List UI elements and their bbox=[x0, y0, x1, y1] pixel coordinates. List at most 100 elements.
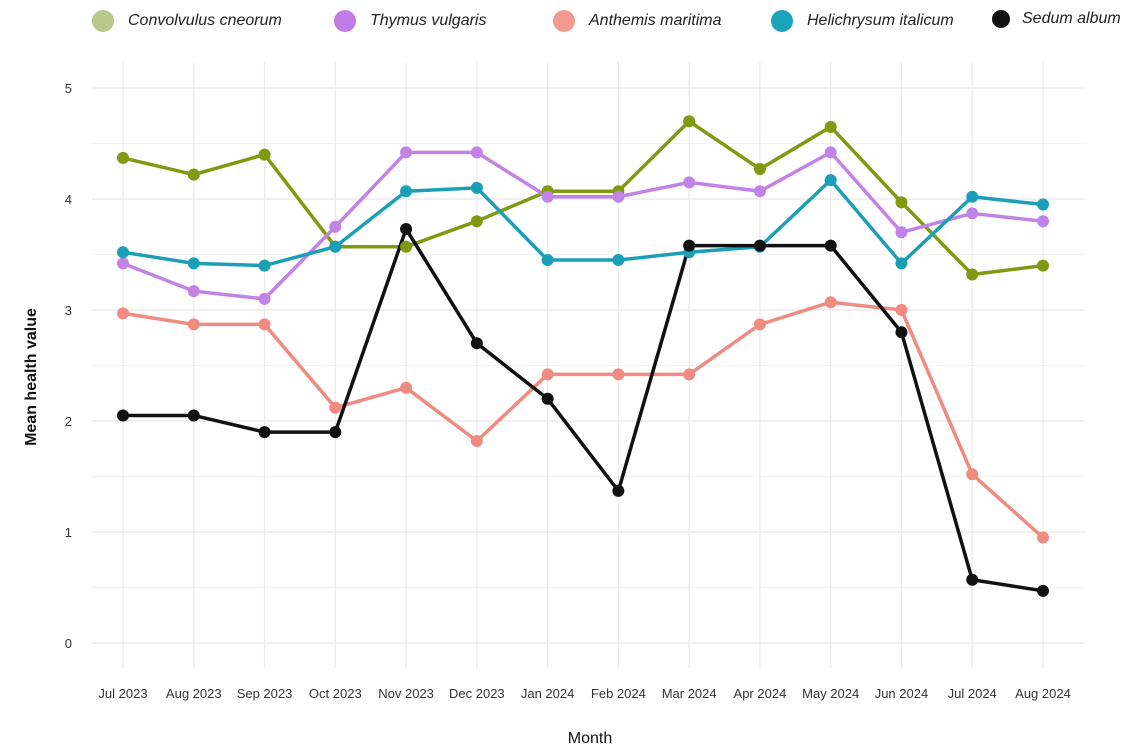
y-tick-label: 3 bbox=[65, 303, 72, 318]
x-tick-label: Jun 2024 bbox=[875, 686, 929, 701]
data-point-helichrysum-italicum bbox=[400, 185, 413, 198]
y-tick-label: 1 bbox=[65, 525, 72, 540]
legend-swatch-sedum bbox=[992, 10, 1010, 28]
legend-swatch-helichrysum bbox=[771, 10, 793, 32]
legend-swatch-thymus bbox=[334, 10, 356, 32]
x-tick-label: Aug 2024 bbox=[1015, 686, 1071, 701]
data-point-sedum-album bbox=[683, 239, 696, 252]
data-point-thymus-vulgaris bbox=[612, 190, 625, 203]
data-point-thymus-vulgaris bbox=[753, 185, 766, 198]
data-point-convolvulus-cneorum bbox=[470, 215, 483, 228]
data-point-anthemis-maritima bbox=[470, 434, 483, 447]
data-point-helichrysum-italicum bbox=[258, 259, 271, 272]
data-point-sedum-album bbox=[470, 337, 483, 350]
data-point-anthemis-maritima bbox=[1037, 531, 1049, 544]
y-axis-ticks: 0 1 2 3 4 5 bbox=[65, 81, 72, 651]
data-point-thymus-vulgaris bbox=[187, 285, 200, 298]
series-line-thymus-vulgaris bbox=[121, 150, 1045, 301]
data-point-anthemis-maritima bbox=[329, 401, 342, 414]
data-point-anthemis-maritima bbox=[683, 368, 696, 381]
data-point-sedum-album bbox=[824, 239, 837, 252]
data-point-anthemis-maritima bbox=[966, 468, 979, 481]
series-line-anthemis-maritima bbox=[121, 300, 1045, 540]
data-point-thymus-vulgaris bbox=[895, 226, 908, 239]
x-tick-label: Sep 2023 bbox=[237, 686, 293, 701]
data-point-helichrysum-italicum bbox=[541, 254, 554, 267]
data-point-helichrysum-italicum bbox=[1037, 198, 1049, 211]
data-point-thymus-vulgaris bbox=[966, 207, 979, 220]
legend-label-sedum: Sedum album bbox=[1022, 10, 1121, 27]
x-tick-label: Jan 2024 bbox=[521, 686, 575, 701]
data-point-thymus-vulgaris bbox=[400, 146, 413, 159]
data-point-sedum-album bbox=[187, 409, 200, 422]
data-point-anthemis-maritima bbox=[612, 368, 625, 381]
data-point-sedum-album bbox=[753, 239, 766, 252]
data-point-thymus-vulgaris bbox=[329, 220, 342, 233]
data-point-helichrysum-italicum bbox=[895, 257, 908, 270]
data-point-sedum-album bbox=[400, 222, 413, 235]
data-point-thymus-vulgaris bbox=[824, 146, 837, 159]
legend-swatch-convolvulus bbox=[92, 10, 114, 32]
x-axis-ticks: Jul 2023 Aug 2023 Sep 2023 Oct 2023 Nov 2023… bbox=[98, 686, 1070, 701]
x-tick-label: Mar 2024 bbox=[662, 686, 717, 701]
data-point-convolvulus-cneorum bbox=[187, 168, 200, 181]
x-axis-label: Month bbox=[567, 730, 613, 747]
data-point-convolvulus-cneorum bbox=[753, 163, 766, 176]
data-point-convolvulus-cneorum bbox=[895, 196, 908, 209]
data-point-anthemis-maritima bbox=[117, 307, 129, 320]
data-point-sedum-album bbox=[117, 409, 129, 422]
data-point-anthemis-maritima bbox=[258, 318, 271, 331]
x-tick-label: Nov 2023 bbox=[378, 686, 434, 701]
legend-item-anthemis: Anthemis maritima bbox=[553, 10, 721, 32]
data-point-sedum-album bbox=[1037, 584, 1049, 597]
series-lines bbox=[121, 119, 1045, 593]
data-point-helichrysum-italicum bbox=[470, 181, 483, 194]
data-point-convolvulus-cneorum bbox=[824, 120, 837, 133]
chart-grid bbox=[92, 62, 1085, 668]
data-point-sedum-album bbox=[895, 326, 908, 339]
data-point-convolvulus-cneorum bbox=[1037, 259, 1049, 272]
legend-swatch-anthemis bbox=[553, 10, 575, 32]
y-tick-label: 5 bbox=[65, 81, 72, 96]
x-tick-label: Oct 2023 bbox=[309, 686, 362, 701]
x-tick-label: Aug 2023 bbox=[166, 686, 222, 701]
x-tick-label: Dec 2023 bbox=[449, 686, 505, 701]
data-point-anthemis-maritima bbox=[895, 304, 908, 316]
legend-item-thymus: Thymus vulgaris bbox=[334, 10, 486, 32]
data-point-anthemis-maritima bbox=[541, 368, 554, 381]
data-point-helichrysum-italicum bbox=[329, 240, 342, 253]
data-point-thymus-vulgaris bbox=[1037, 215, 1049, 228]
x-tick-label: Feb 2024 bbox=[591, 686, 646, 701]
y-tick-label: 4 bbox=[65, 192, 72, 207]
data-point-helichrysum-italicum bbox=[117, 246, 129, 259]
y-tick-label: 0 bbox=[65, 636, 72, 651]
y-axis-label: Mean health value bbox=[23, 308, 40, 446]
data-point-sedum-album bbox=[966, 573, 979, 586]
data-point-sedum-album bbox=[541, 392, 554, 405]
data-point-sedum-album bbox=[329, 426, 342, 439]
x-tick-label: May 2024 bbox=[802, 686, 859, 701]
data-point-thymus-vulgaris bbox=[541, 190, 554, 203]
data-point-convolvulus-cneorum bbox=[117, 151, 129, 164]
legend-label-thymus: Thymus vulgaris bbox=[370, 12, 487, 29]
x-tick-label: Apr 2024 bbox=[734, 686, 787, 701]
chart-legend: Convolvulus cneorum Thymus vulgaris Anth… bbox=[0, 0, 1135, 46]
legend-item-helichrysum: Helichrysum italicum bbox=[771, 10, 954, 32]
series-line-sedum-album bbox=[121, 227, 1045, 593]
data-point-convolvulus-cneorum bbox=[258, 148, 271, 161]
series-line-helichrysum-italicum bbox=[121, 178, 1045, 268]
x-tick-label: Jul 2024 bbox=[948, 686, 997, 701]
x-tick-label: Jul 2023 bbox=[98, 686, 147, 701]
data-point-convolvulus-cneorum bbox=[683, 115, 696, 128]
data-point-anthemis-maritima bbox=[187, 318, 200, 331]
data-point-helichrysum-italicum bbox=[187, 257, 200, 270]
data-point-thymus-vulgaris bbox=[683, 176, 696, 189]
data-point-helichrysum-italicum bbox=[612, 254, 625, 267]
data-point-sedum-album bbox=[258, 426, 271, 439]
data-point-sedum-album bbox=[612, 484, 625, 497]
data-point-helichrysum-italicum bbox=[966, 190, 979, 203]
data-point-thymus-vulgaris bbox=[258, 292, 271, 305]
series-line-convolvulus-cneorum bbox=[121, 119, 1045, 277]
data-point-thymus-vulgaris bbox=[117, 257, 129, 270]
